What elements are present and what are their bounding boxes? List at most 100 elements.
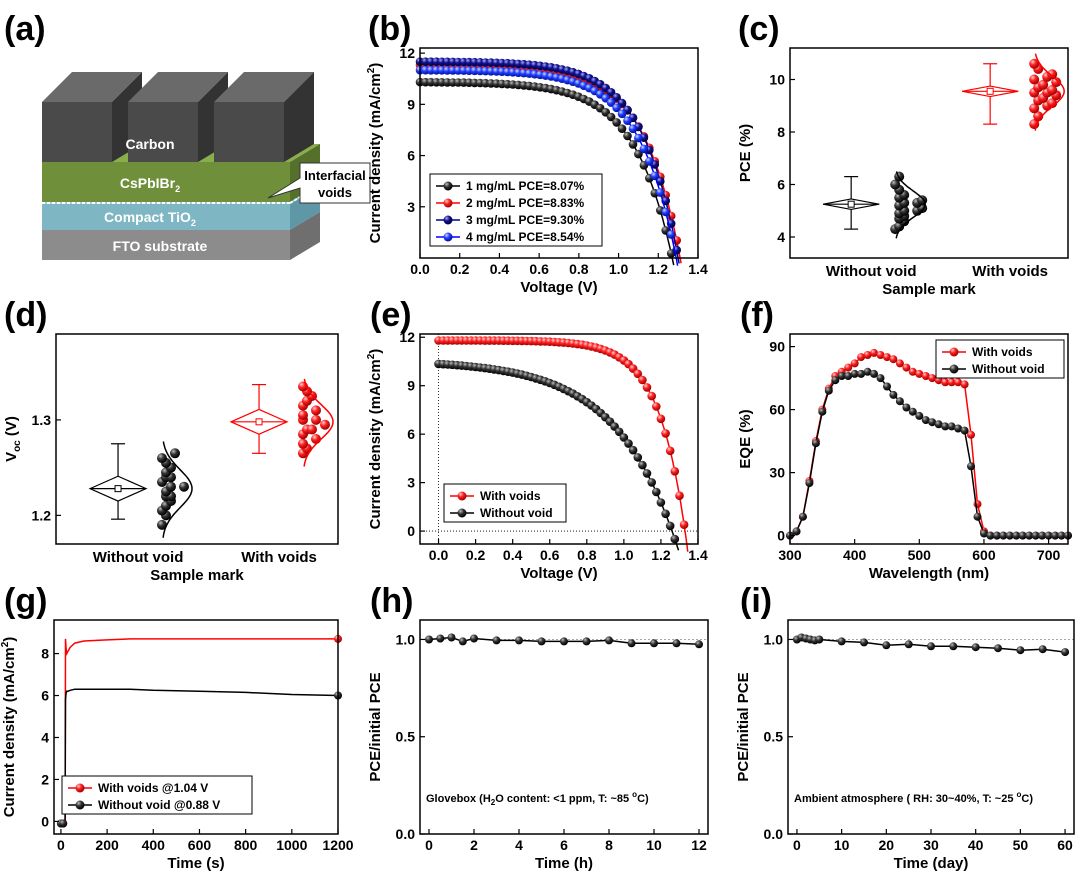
data-point: [1038, 645, 1047, 654]
data-point: [967, 462, 975, 471]
data-point: [895, 359, 904, 368]
mean-marker: [986, 87, 994, 95]
legend-marker: [949, 364, 959, 374]
data-point: [844, 372, 853, 380]
data-point: [947, 378, 956, 387]
data-point: [639, 144, 649, 154]
data-point: [895, 397, 904, 406]
data-point: [971, 643, 980, 652]
data-point: [675, 491, 684, 501]
data-point: [882, 641, 891, 650]
data-point: [934, 420, 943, 429]
x-axis-label: Time (h): [535, 855, 593, 872]
y-tick-label: 6: [407, 148, 415, 164]
x-tick-label: 1000: [276, 837, 307, 853]
fto-layer-side: [290, 212, 320, 260]
y-tick-label: 9: [407, 96, 415, 112]
panel-label-g: (g): [4, 582, 47, 620]
tio2-layer: [42, 204, 290, 230]
y-tick-label: 2: [41, 771, 49, 787]
y-tick-label: 4: [41, 729, 49, 745]
data-point: [1047, 85, 1058, 95]
data-point: [628, 140, 638, 149]
carbon-electrode: [42, 72, 314, 162]
plot-frame: [55, 333, 339, 545]
distribution-curve: [162, 441, 193, 538]
x-tick-label: 200: [95, 837, 119, 853]
data-point: [642, 469, 652, 478]
data-point: [863, 351, 872, 359]
x-tick-label: 4: [515, 837, 523, 853]
x-axis-label: Voltage (V): [520, 279, 597, 296]
data-point: [860, 638, 868, 647]
data-point: [928, 418, 937, 427]
data-point: [298, 438, 308, 449]
data-point: [1016, 646, 1025, 655]
plot-frame: [419, 333, 699, 545]
data-point: [642, 383, 652, 392]
data-point: [941, 378, 950, 387]
data-point: [1044, 531, 1053, 540]
x-tick-label: 0.0: [429, 547, 449, 563]
data-point: [665, 446, 675, 456]
data-point: [949, 642, 958, 651]
x-tick-label: 0: [793, 837, 801, 853]
data-point: [628, 445, 638, 455]
data-point: [638, 460, 647, 470]
data-point: [960, 380, 969, 389]
data-point: [617, 109, 627, 119]
data-point: [170, 448, 180, 459]
y-axis-label: PCE/initial PCE: [735, 672, 752, 781]
category-label: With voids: [972, 263, 1048, 280]
fto-layer: [42, 230, 290, 260]
data-point: [850, 369, 859, 378]
data-point: [1029, 103, 1040, 114]
data-point: [1051, 77, 1062, 88]
data-point: [470, 634, 478, 643]
y-tick-label: 0.0: [396, 826, 416, 842]
data-point: [307, 424, 317, 435]
y-tick-label: 9: [407, 378, 415, 394]
plot-frame: [53, 619, 339, 835]
data-point: [661, 429, 670, 438]
x-tick-label: 600: [972, 547, 996, 563]
data-point: [908, 367, 917, 376]
y-tick-label: 30: [769, 465, 785, 481]
y-axis-label: Voc (V): [3, 416, 23, 462]
charts-layer: 0.0 0.2 0.4 0.6 0.8 1.0 1.2 1.4 3 6 9 12 Voltage (V)…: [0, 45, 1075, 872]
x-tick-label: 6: [560, 837, 568, 853]
data-point: [831, 376, 840, 385]
chart-g-steady-state: 0 200 400 600 800 1000 1200 0 2 4 6 8 Time (s) Curren…: [0, 619, 354, 872]
data-point: [876, 374, 885, 383]
data-point: [617, 124, 627, 133]
x-tick-label: 500: [908, 547, 932, 563]
data-point: [992, 531, 1001, 540]
data-point: [298, 410, 308, 421]
data-point: [1047, 98, 1058, 109]
panel-label-c: (c): [738, 10, 780, 48]
data-point: [672, 639, 681, 648]
perovskite-layer: [42, 162, 290, 202]
category-label: With voids: [241, 549, 317, 566]
data-point: [623, 131, 632, 141]
category-label: Without void: [826, 263, 917, 280]
data-point: [647, 391, 656, 401]
data-point: [179, 481, 189, 492]
legend-entry: Without void: [480, 506, 553, 520]
data-point: [633, 453, 643, 462]
data-point: [612, 118, 621, 127]
data-point: [645, 157, 654, 166]
y-tick-label: 6: [41, 688, 49, 704]
chart-i-stability: 0 10 20 30 40 50 60 0.0 0.5 1.0 Time (day) PCE/init…: [735, 619, 1075, 872]
data-point: [1057, 531, 1066, 540]
plot-frame: [419, 47, 699, 259]
data-point: [606, 98, 616, 107]
data-point: [670, 467, 680, 476]
data-point: [605, 636, 613, 645]
data-point: [166, 481, 176, 492]
x-tick-label: 800: [234, 837, 258, 853]
x-tick-label: 0.8: [577, 547, 597, 563]
data-point: [824, 386, 833, 395]
legend-marker: [457, 491, 467, 501]
